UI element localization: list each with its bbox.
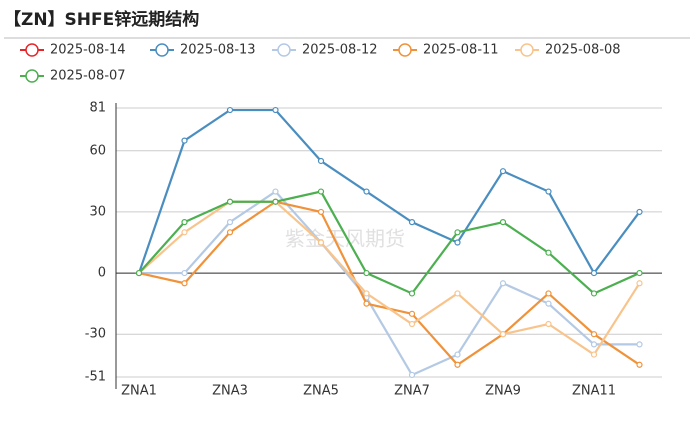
x-tick-label: ZNA9 (485, 384, 521, 399)
point (408, 219, 416, 226)
point (499, 331, 507, 338)
point (499, 168, 507, 175)
y-tick-label: -51 (85, 370, 106, 385)
y-tick-label: 81 (89, 101, 106, 116)
point (590, 290, 598, 297)
point (272, 106, 279, 114)
legend-label: 2025-08-07 (50, 69, 126, 84)
legend-label: 2025-08-12 (302, 43, 378, 58)
point (590, 351, 598, 358)
point (363, 269, 370, 277)
point (545, 320, 552, 328)
legend-label: 2025-08-11 (423, 43, 499, 58)
point (226, 106, 234, 114)
point (272, 198, 279, 205)
legend-marker (520, 43, 534, 57)
point (226, 219, 234, 226)
y-tick-label: 0 (98, 266, 106, 281)
point (636, 361, 643, 368)
point (499, 219, 507, 226)
point (454, 290, 461, 297)
watermark: 紫金天风期货 (285, 227, 405, 251)
series-line (139, 190, 640, 377)
point (408, 371, 416, 379)
point (181, 219, 188, 226)
point (636, 280, 643, 287)
point (226, 229, 234, 236)
y-tick-label: 60 (89, 143, 106, 158)
point (545, 290, 552, 297)
point (317, 239, 325, 246)
chart-title: 【ZN】SHFE锌远期结构 (4, 9, 199, 30)
point (499, 280, 507, 287)
point (636, 208, 643, 216)
point (317, 188, 325, 195)
x-tick-label: ZNA1 (121, 384, 157, 399)
legend-marker (277, 43, 291, 57)
legend-label: 2025-08-14 (50, 43, 126, 58)
point (363, 290, 370, 297)
legend-label: 2025-08-13 (180, 43, 256, 58)
x-tick-label: ZNA7 (394, 384, 430, 399)
point (454, 239, 461, 246)
legend-marker (155, 43, 169, 57)
point (181, 137, 188, 144)
legend-marker (398, 43, 412, 57)
point (454, 351, 461, 358)
point (272, 188, 279, 195)
y-tick-label: 30 (89, 204, 106, 219)
legend-marker (25, 43, 39, 57)
point (590, 331, 598, 338)
point (181, 280, 188, 287)
y-tick-label: -30 (85, 327, 106, 342)
point (226, 198, 234, 205)
legend-label: 2025-08-08 (545, 43, 621, 58)
point (636, 341, 643, 348)
point (317, 157, 325, 165)
point (363, 188, 370, 195)
point (454, 229, 461, 236)
series-line (138, 190, 640, 295)
series-line (137, 108, 641, 276)
point (408, 320, 416, 328)
point (181, 269, 188, 277)
legend-marker (25, 69, 39, 83)
point (408, 290, 416, 297)
point (454, 361, 461, 368)
point (181, 229, 188, 236)
point (545, 188, 552, 195)
point (590, 341, 598, 348)
point (317, 208, 325, 216)
x-tick-label: ZNA5 (303, 384, 339, 399)
point (363, 300, 370, 307)
point (590, 269, 598, 277)
point (135, 269, 143, 277)
x-tick-label: ZNA3 (212, 384, 248, 399)
point (636, 269, 643, 277)
point (545, 249, 552, 256)
point (545, 300, 552, 307)
point (408, 310, 416, 317)
x-tick-label: ZNA11 (572, 384, 616, 399)
series-line (138, 200, 641, 357)
